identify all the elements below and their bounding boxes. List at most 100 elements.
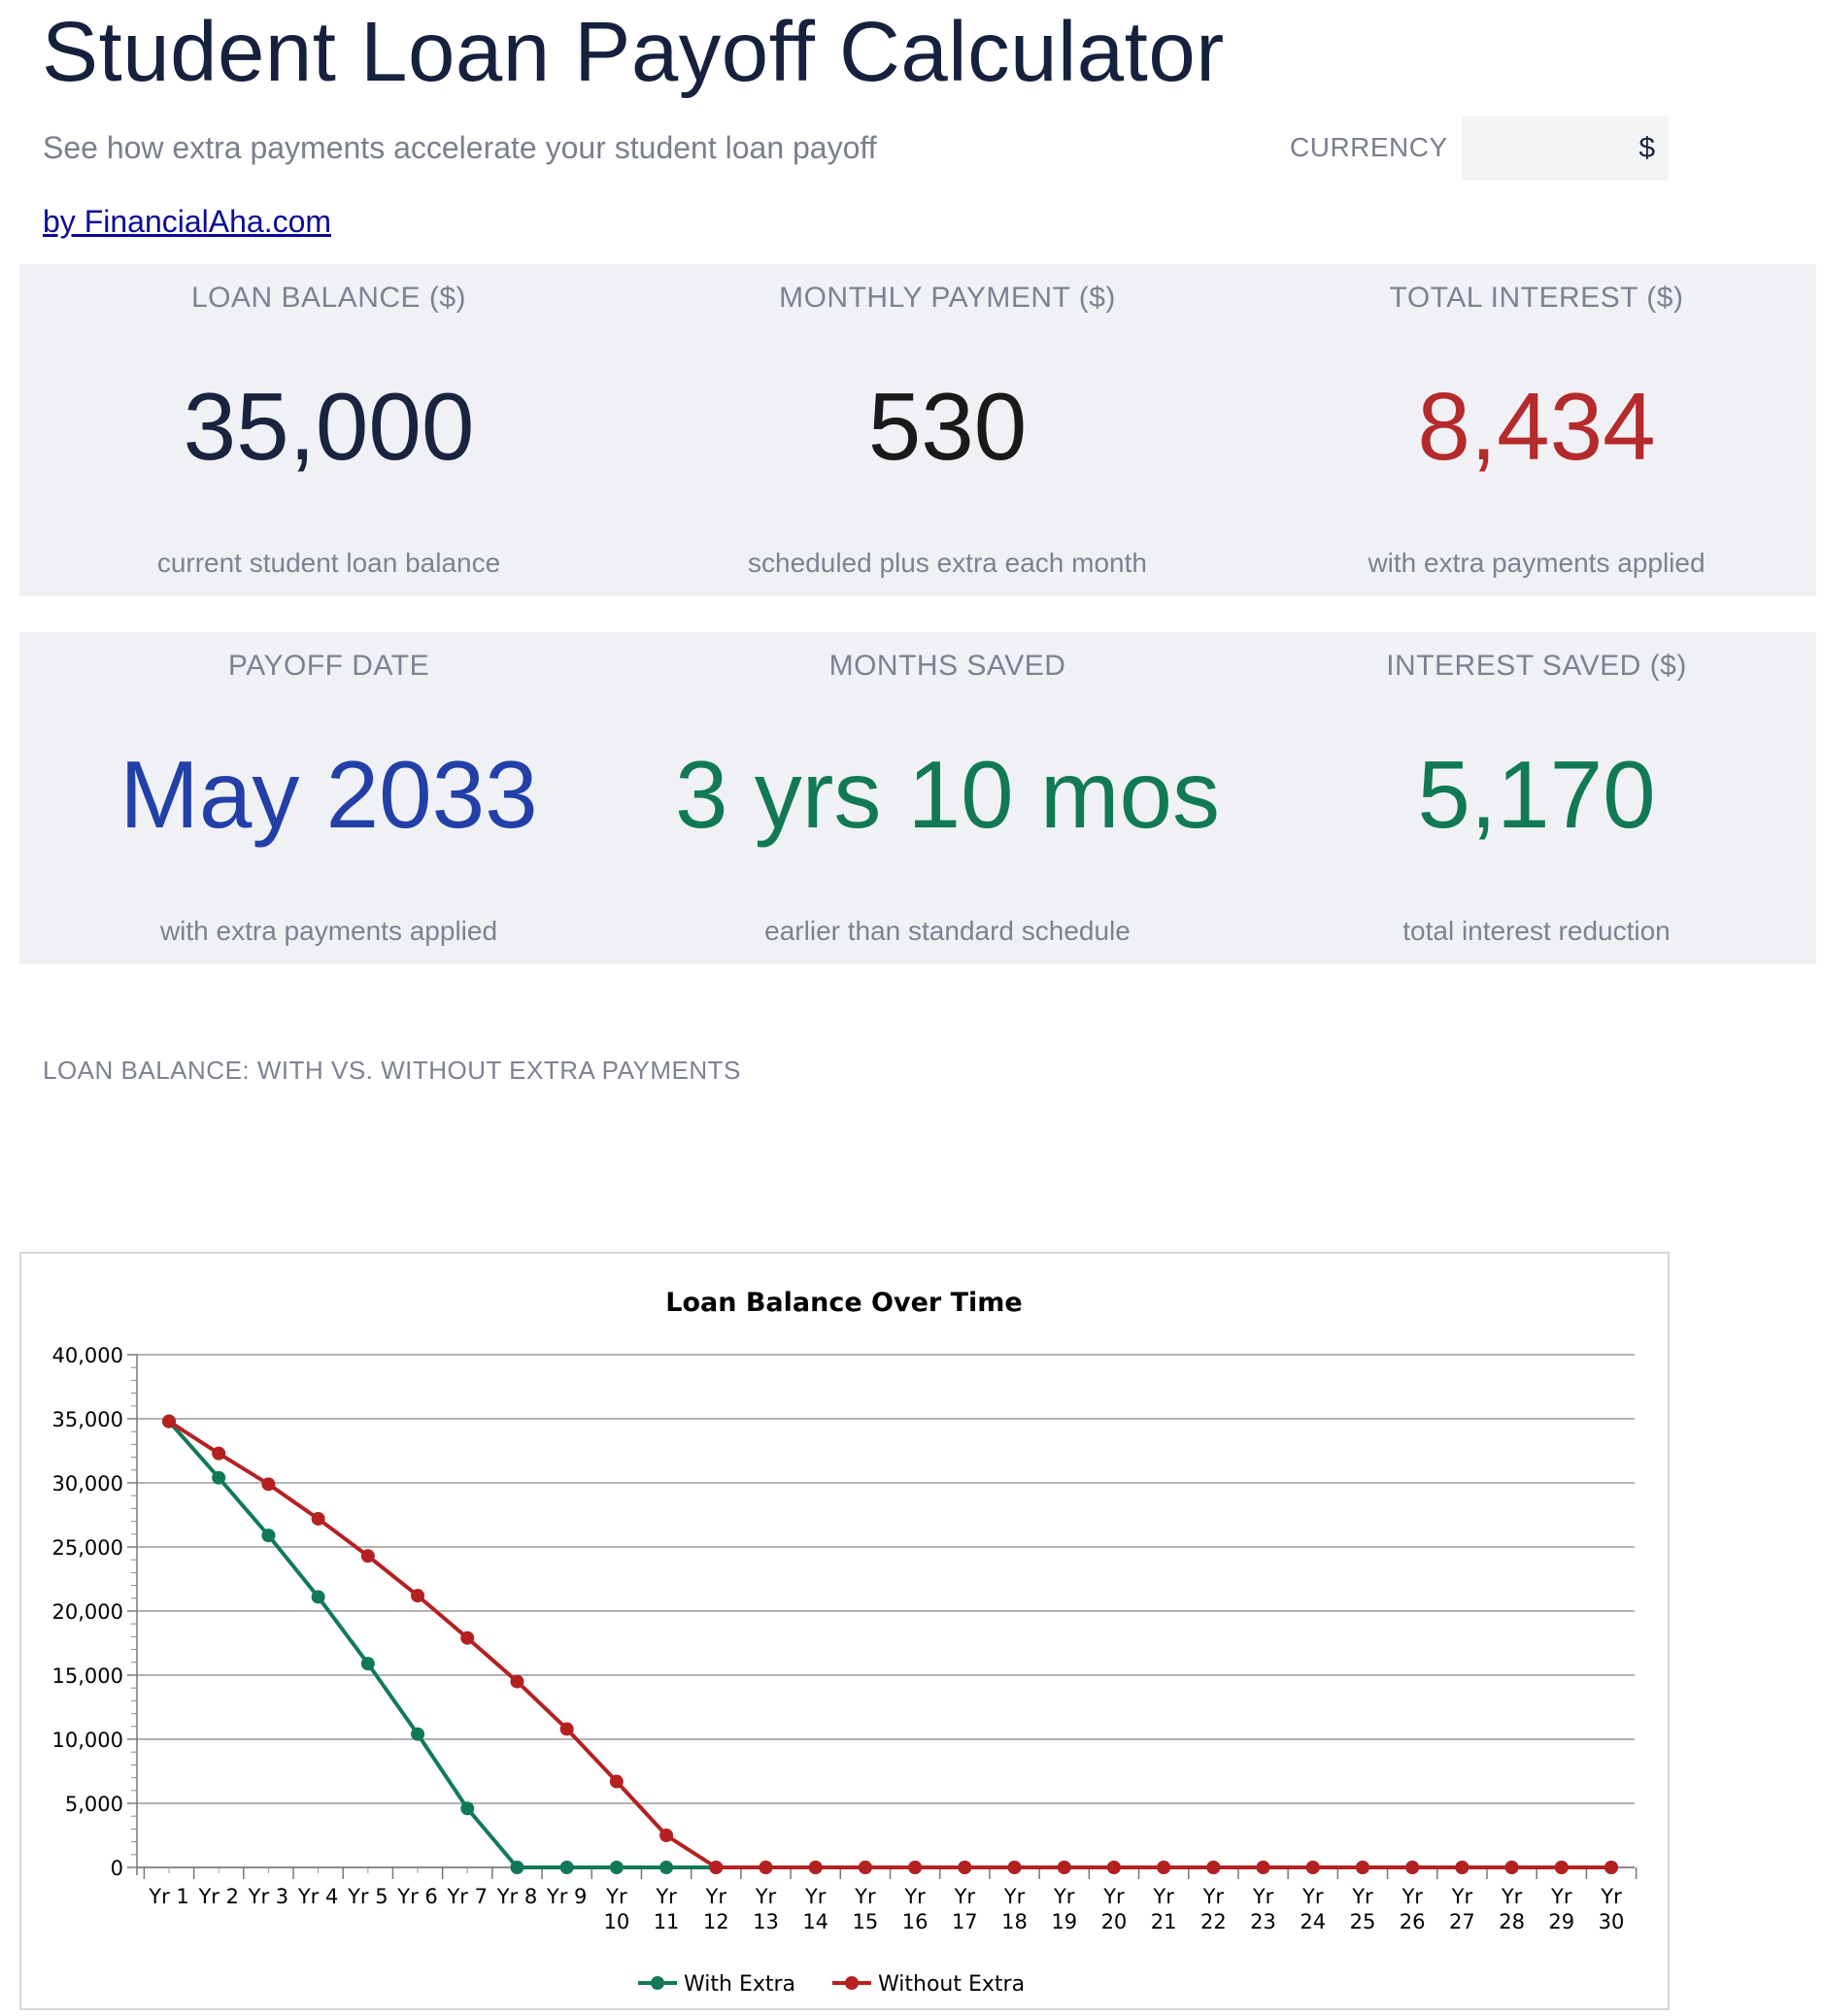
y-tick-label: 0 bbox=[111, 1857, 123, 1880]
series-line-0 bbox=[167, 1420, 1611, 1869]
data-point bbox=[1106, 1861, 1121, 1874]
stat-note: with extra payments applied bbox=[1368, 548, 1706, 578]
x-tick-label: Yr 16 bbox=[902, 1885, 929, 1933]
y-tick-label: 15,000 bbox=[52, 1664, 123, 1688]
data-point bbox=[559, 1861, 574, 1874]
stat-value: 5,170 bbox=[1417, 741, 1656, 848]
data-point bbox=[411, 1727, 425, 1741]
x-tick-label: Yr 4 bbox=[297, 1885, 339, 1908]
data-point bbox=[1206, 1861, 1221, 1874]
x-tick-label: Yr 17 bbox=[952, 1885, 978, 1933]
data-point bbox=[212, 1446, 226, 1461]
x-tick-label: Yr 14 bbox=[802, 1885, 828, 1933]
chart-section-title: LOAN BALANCE: WITH VS. WITHOUT EXTRA PAY… bbox=[43, 1056, 741, 1085]
y-tick-label: 40,000 bbox=[52, 1344, 123, 1367]
data-point bbox=[759, 1861, 773, 1874]
stat-label: LOAN BALANCE ($) bbox=[190, 282, 467, 314]
data-point bbox=[958, 1861, 972, 1874]
x-tick-label: Yr 22 bbox=[1200, 1885, 1227, 1933]
stat-interest-saved: INTEREST SAVED ($) 5,170 total interest … bbox=[1257, 632, 1816, 964]
data-point bbox=[908, 1861, 923, 1874]
data-point bbox=[1355, 1861, 1369, 1874]
x-tick-label: Yr 15 bbox=[853, 1885, 879, 1933]
x-tick-label: Yr 29 bbox=[1548, 1885, 1574, 1933]
page-subtitle: See how extra payments accelerate your s… bbox=[43, 130, 877, 165]
chart-canvas: Loan Balance Over Time 0 5,000 10,000 15,000… bbox=[52, 1288, 1638, 1997]
data-point bbox=[261, 1529, 276, 1543]
x-tick-label: Yr 19 bbox=[1051, 1885, 1077, 1933]
data-point bbox=[510, 1674, 524, 1689]
data-point bbox=[659, 1829, 674, 1842]
currency-label: CURRENCY bbox=[1290, 132, 1448, 162]
data-point bbox=[162, 1414, 176, 1428]
x-tick-label: Yr 21 bbox=[1151, 1885, 1177, 1933]
x-tick-label: Yr 5 bbox=[347, 1885, 388, 1908]
x-tick-label: Yr 28 bbox=[1499, 1885, 1525, 1933]
x-tick-label: Yr 25 bbox=[1350, 1885, 1376, 1933]
x-tick-label: Yr 26 bbox=[1400, 1885, 1426, 1933]
stat-monthly-payment: MONTHLY PAYMENT ($) 530 scheduled plus e… bbox=[638, 264, 1257, 596]
x-tick-label: Yr 8 bbox=[496, 1885, 538, 1908]
x-tick-label: Yr 30 bbox=[1599, 1885, 1625, 1933]
legend-label: With Extra bbox=[684, 1972, 795, 1997]
loan-balance-chart[interactable]: Loan Balance Over Time 0 5,000 10,000 15,000… bbox=[19, 1252, 1670, 2010]
summary-panel-bottom: PAYOFF DATE May 2033 with extra payments… bbox=[19, 632, 1816, 964]
stat-note: current student loan balance bbox=[156, 548, 501, 578]
stat-label: MONTHLY PAYMENT ($) bbox=[779, 282, 1116, 314]
x-tick-label: Yr 24 bbox=[1300, 1885, 1326, 1933]
data-point bbox=[212, 1470, 226, 1485]
y-tick-label: 25,000 bbox=[52, 1536, 123, 1560]
x-tick-label: Yr 13 bbox=[753, 1885, 779, 1933]
chart-title: Loan Balance Over Time bbox=[665, 1288, 1023, 1318]
data-point bbox=[1554, 1861, 1569, 1874]
stat-label: TOTAL INTEREST ($) bbox=[1389, 282, 1684, 314]
data-point bbox=[609, 1861, 624, 1874]
data-point bbox=[360, 1549, 375, 1563]
data-point bbox=[659, 1861, 674, 1874]
data-point bbox=[1504, 1861, 1519, 1874]
data-point bbox=[1256, 1861, 1270, 1874]
data-point bbox=[510, 1861, 524, 1874]
y-tick-label: 10,000 bbox=[52, 1729, 123, 1752]
x-tick-label: Yr 6 bbox=[396, 1885, 438, 1908]
x-tick-label: Yr 12 bbox=[703, 1885, 729, 1933]
x-tick-label: Yr 1 bbox=[148, 1885, 189, 1908]
stat-note: earlier than standard schedule bbox=[764, 916, 1131, 946]
x-tick-label: Yr 3 bbox=[248, 1885, 289, 1908]
stat-total-interest: TOTAL INTEREST ($) 8,434 with extra paym… bbox=[1257, 264, 1816, 596]
x-tick-label: Yr 10 bbox=[603, 1885, 629, 1933]
stat-label: PAYOFF DATE bbox=[227, 650, 430, 682]
stat-label: MONTHS SAVED bbox=[828, 650, 1066, 682]
data-point bbox=[1007, 1861, 1022, 1874]
summary-panel-top: LOAN BALANCE ($) 35,000 current student … bbox=[19, 264, 1816, 596]
data-point bbox=[360, 1657, 375, 1671]
byline-link[interactable]: by FinancialAha.com bbox=[43, 204, 332, 239]
stat-loan-balance: LOAN BALANCE ($) 35,000 current student … bbox=[19, 264, 638, 596]
data-point bbox=[311, 1511, 325, 1526]
stat-note: with extra payments applied bbox=[159, 916, 498, 946]
x-tick-label: Yr 11 bbox=[654, 1885, 680, 1933]
stat-payoff-date: PAYOFF DATE May 2033 with extra payments… bbox=[19, 632, 638, 964]
x-tick-label: Yr 7 bbox=[446, 1885, 488, 1908]
series-line-1 bbox=[167, 1419, 1611, 1869]
data-point bbox=[858, 1861, 872, 1874]
stat-value: 530 bbox=[867, 373, 1028, 480]
data-point bbox=[709, 1861, 724, 1874]
data-point bbox=[261, 1477, 276, 1492]
x-tick-label: Yr 9 bbox=[546, 1885, 588, 1908]
stat-note: scheduled plus extra each month bbox=[748, 548, 1147, 578]
y-tick-label: 20,000 bbox=[52, 1600, 123, 1624]
legend-swatch-marker bbox=[651, 1976, 664, 1990]
x-tick-label: Yr 18 bbox=[1001, 1885, 1028, 1933]
y-tick-label: 30,000 bbox=[52, 1472, 123, 1495]
stat-note: total interest reduction bbox=[1402, 916, 1671, 946]
stat-value: 3 yrs 10 mos bbox=[675, 741, 1220, 848]
x-tick-label: Yr 2 bbox=[197, 1885, 239, 1908]
legend-label: Without Extra bbox=[878, 1972, 1025, 1997]
data-point bbox=[311, 1590, 325, 1604]
stat-value: May 2033 bbox=[119, 741, 538, 848]
data-point bbox=[1305, 1861, 1320, 1874]
currency-input[interactable] bbox=[1462, 117, 1669, 181]
data-point bbox=[411, 1589, 425, 1603]
page-title: Student Loan Payoff Calculator bbox=[42, 5, 1225, 99]
